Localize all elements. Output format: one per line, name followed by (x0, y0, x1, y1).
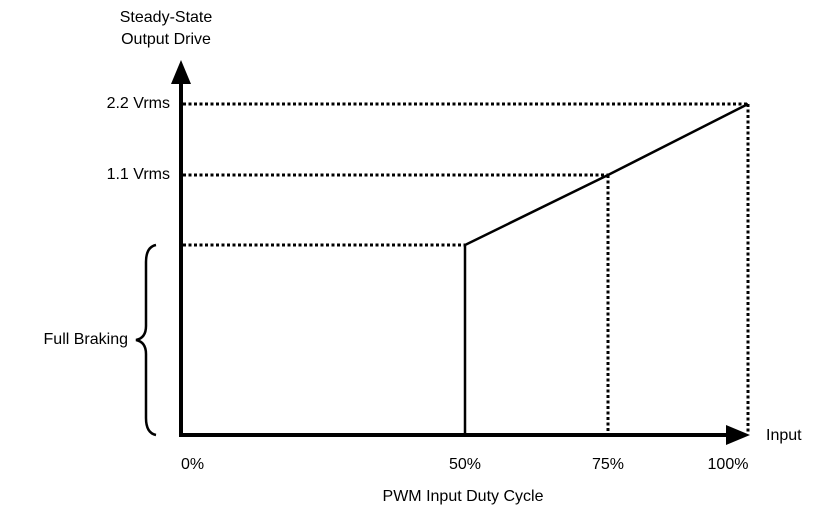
level-label: 2.2 Vrms (107, 95, 170, 112)
y-axis-label: Steady-State (120, 9, 213, 26)
x-axis-caption: PWM Input Duty Cycle (383, 488, 544, 505)
x-axis-arrow (726, 425, 750, 445)
y-axis-arrow (171, 60, 191, 84)
x-tick-label: 50% (449, 456, 481, 473)
brace (135, 243, 157, 437)
level-label: 1.1 Vrms (107, 166, 170, 183)
x-tick-label: 100% (708, 456, 749, 473)
x-axis-label: Input (766, 427, 802, 444)
x-tick-label: 0% (181, 456, 204, 473)
region-label: Full Braking (44, 331, 128, 348)
response-curve (463, 102, 749, 435)
x-tick-label: 75% (592, 456, 624, 473)
y-axis-label: Output Drive (121, 31, 211, 48)
